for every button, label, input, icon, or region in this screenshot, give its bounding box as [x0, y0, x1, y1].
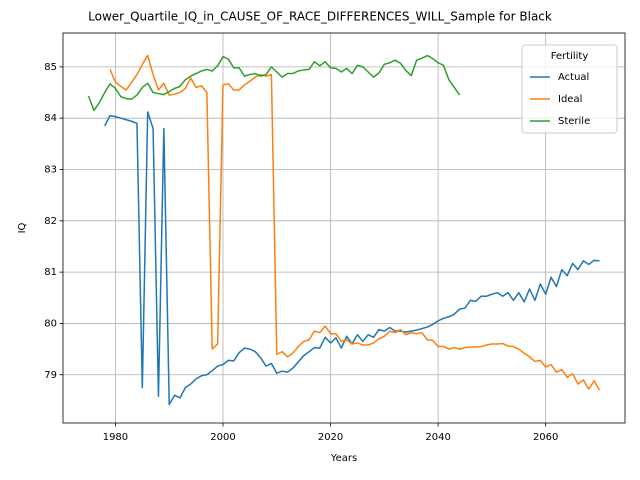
x-tick-label: 2040: [425, 432, 450, 443]
plot-frame: [62, 32, 626, 424]
legend: Fertility Actual Ideal Sterile: [521, 44, 618, 134]
x-tick-label: 1980: [103, 432, 128, 443]
legend-label: Ideal: [558, 94, 582, 105]
legend-label: Actual: [558, 72, 589, 83]
x-tick-label: 2060: [533, 432, 558, 443]
y-tick-label: 79: [44, 370, 57, 381]
y-tick-label: 80: [44, 318, 57, 329]
series-line: [87, 54, 461, 112]
y-tick-label: 84: [44, 113, 57, 124]
y-tick-label: 85: [44, 62, 57, 73]
chart-title: Lower_Quartile_IQ_in_CAUSE_OF_RACE_DIFFE…: [88, 10, 552, 24]
legend-title: Fertility: [551, 51, 589, 62]
series-line: [109, 54, 601, 391]
x-tick-label: 2020: [318, 432, 343, 443]
y-tick-label: 81: [44, 267, 57, 278]
x-axis-label: Years: [330, 453, 357, 464]
legend-box: [521, 44, 618, 134]
legend-label: Sterile: [558, 116, 590, 127]
y-axis-label: IQ: [17, 222, 28, 233]
x-tick-label: 2000: [210, 432, 235, 443]
y-tick-label: 82: [44, 216, 57, 227]
y-tick-label: 83: [44, 165, 57, 176]
